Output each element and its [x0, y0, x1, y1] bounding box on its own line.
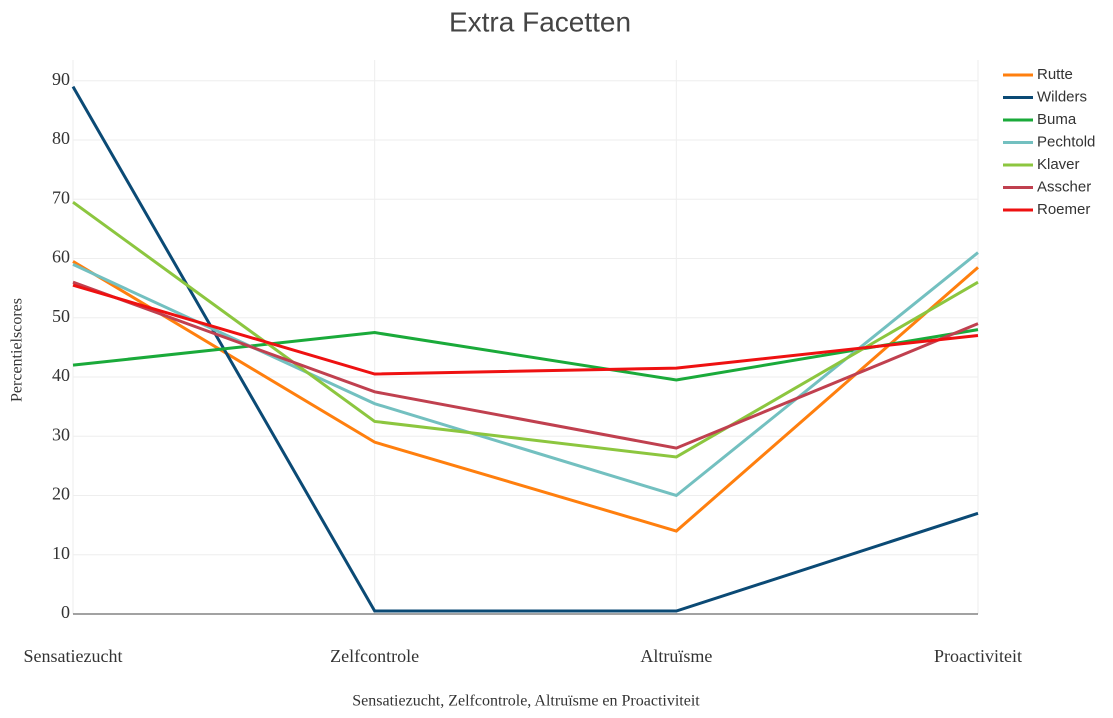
legend-label: Rutte — [1037, 66, 1073, 83]
legend-label: Buma — [1037, 111, 1077, 128]
series-line — [72, 328, 979, 382]
x-tick-label: Sensatiezucht — [24, 646, 123, 666]
legend-label: Wilders — [1037, 88, 1087, 105]
legend-label: Pechtold — [1037, 133, 1095, 150]
y-axis-label: Percentielscores — [9, 298, 26, 402]
x-tick-label: Altruïsme — [640, 646, 712, 666]
y-tick-label: 70 — [52, 187, 70, 207]
x-tick-label: Zelfcontrole — [330, 646, 419, 666]
y-tick-label: 20 — [52, 484, 70, 504]
y-tick-label: 80 — [52, 128, 70, 148]
legend-label: Roemer — [1037, 201, 1090, 218]
series-line — [72, 200, 979, 459]
series-line — [72, 280, 979, 450]
y-tick-label: 30 — [52, 424, 70, 444]
y-tick-label: 60 — [52, 247, 70, 267]
y-tick-label: 90 — [52, 69, 70, 89]
x-axis-label: Sensatiezucht, Zelfcontrole, Altruïsme e… — [352, 693, 700, 710]
y-tick-label: 40 — [52, 365, 70, 385]
x-tick-label: Proactiviteit — [934, 646, 1022, 666]
y-tick-label: 50 — [52, 306, 70, 326]
legend-label: Klaver — [1037, 156, 1080, 173]
series-line — [72, 251, 979, 498]
y-tick-label: 0 — [61, 602, 70, 622]
chart-title: Extra Facetten — [449, 6, 631, 37]
series-line — [72, 283, 979, 376]
legend-label: Asscher — [1037, 178, 1091, 195]
y-tick-label: 10 — [52, 543, 70, 563]
